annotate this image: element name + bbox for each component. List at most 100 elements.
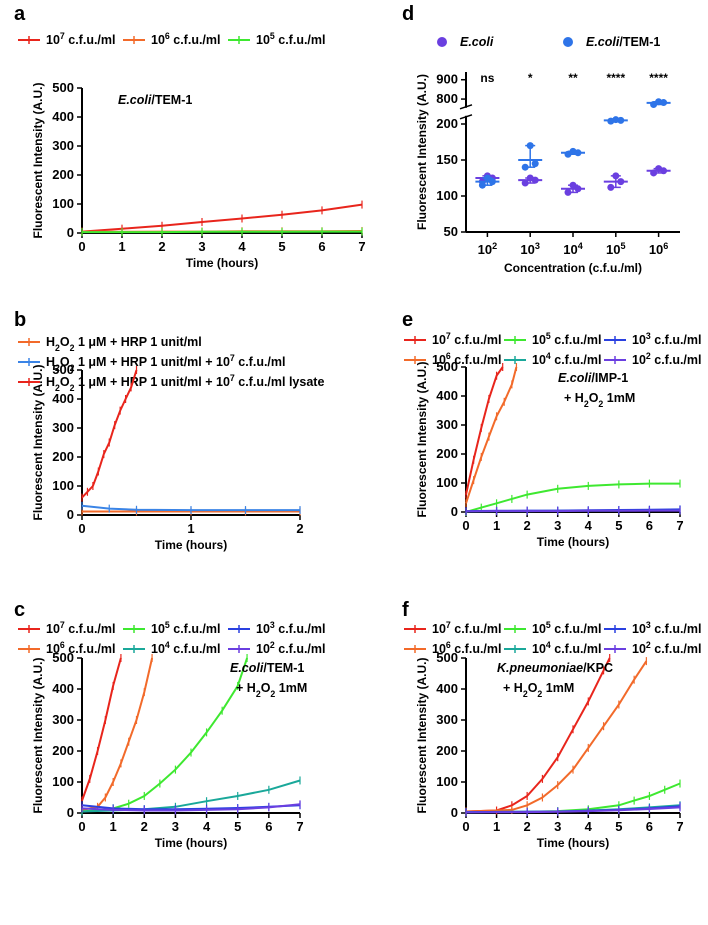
x-axis-label: Concentration (c.f.u./ml) — [504, 261, 642, 275]
y-tick-label: 200 — [52, 449, 74, 464]
y-tick-label: 150 — [436, 152, 458, 167]
legend-label: 105 c.f.u./ml — [532, 620, 601, 636]
y-tick-label: 0 — [67, 225, 74, 240]
y-tick-label: 100 — [52, 478, 74, 493]
x-tick-label: 2 — [141, 819, 148, 834]
y-tick-label: 800 — [436, 91, 458, 106]
series-line — [81, 203, 363, 233]
series-line — [81, 504, 300, 512]
y-tick-label: 200 — [436, 116, 458, 131]
x-tick-label: 2 — [524, 518, 531, 533]
y-tick-label: 300 — [436, 417, 458, 432]
legend-label: 104 c.f.u./ml — [532, 351, 601, 367]
y-tick-label: 100 — [52, 196, 74, 211]
y-tick-label: 200 — [52, 743, 74, 758]
data-point — [564, 188, 572, 196]
legend-label: 105 c.f.u./ml — [532, 331, 601, 347]
legend-item: E.coli/TEM-1 — [563, 35, 660, 49]
x-axis-label: Time (hours) — [155, 836, 227, 850]
strain-annotation: E.coli/IMP-1 — [558, 371, 628, 385]
legend-label: 103 c.f.u./ml — [632, 331, 701, 347]
series-line — [81, 369, 138, 499]
x-tick-label: 4 — [238, 239, 246, 254]
x-tick-label: 0 — [78, 521, 85, 536]
y-axis-label: Fluorescent Intensity (A.U.) — [31, 82, 45, 238]
y-tick-label: 500 — [436, 359, 458, 374]
legend-item: 105 c.f.u./ml — [504, 620, 601, 636]
data-point — [526, 142, 534, 150]
series-line — [82, 230, 362, 234]
x-tick-label: 103 — [520, 241, 540, 257]
legend-item: 105 c.f.u./ml — [228, 31, 325, 47]
significance-label: ** — [568, 71, 578, 85]
x-tick-label: 2 — [524, 819, 531, 834]
axes-e: 0 100 200 300 400 500 0 1 2 3 4 5 6 7 — [436, 359, 683, 533]
data-series — [465, 654, 681, 817]
legend-item: 104 c.f.u./ml — [504, 640, 601, 656]
axes-d: 50 100 150 200 800 900 102 ns 103 * 104 ** 105 **** 10… — [436, 71, 680, 257]
legend-item: 103 c.f.u./ml — [228, 620, 325, 636]
y-axis-label: Fluorescent Intensity (A.U.) — [31, 364, 45, 520]
panel-d: d E.coli E.coli/TEM-1 50 100 150 200 800 900 102 n… — [402, 3, 680, 275]
legend-item: 107 c.f.u./ml — [404, 331, 501, 347]
y-tick-label: 0 — [451, 805, 458, 820]
legend-item: H2O2 1 μM + HRP 1 unit/ml + 107 c.f.u./m… — [18, 353, 285, 373]
x-tick-label: 0 — [462, 518, 469, 533]
series-line — [465, 482, 680, 513]
strain-annotation: K.pneumoniae/KPC — [497, 661, 613, 675]
y-tick-label: 400 — [52, 109, 74, 124]
data-point — [660, 99, 668, 107]
x-tick-label: 7 — [358, 239, 365, 254]
x-tick-label: 2 — [296, 521, 303, 536]
legend-label: 107 c.f.u./ml — [432, 331, 501, 347]
x-tick-label: 7 — [676, 819, 683, 834]
legend-item: E.coli — [437, 35, 494, 49]
x-tick-label: 6 — [318, 239, 325, 254]
significance-label: **** — [606, 71, 625, 85]
x-tick-label: 1 — [493, 518, 500, 533]
legend-label: 103 c.f.u./ml — [256, 620, 325, 636]
legend-label: 105 c.f.u./ml — [256, 31, 325, 47]
y-axis-label: Fluorescent Intensity (A.U.) — [415, 74, 429, 230]
legend-item: 105 c.f.u./ml — [123, 620, 220, 636]
legend-label: 107 c.f.u./ml — [432, 620, 501, 636]
legend-label: 102 c.f.u./ml — [256, 640, 325, 656]
panel-label-c: c — [14, 599, 25, 621]
x-tick-label: 5 — [278, 239, 285, 254]
x-tick-label: 4 — [585, 819, 593, 834]
legend-marker — [437, 37, 447, 47]
strain-annotation: E.coli/TEM-1 — [118, 93, 192, 107]
y-tick-label: 400 — [52, 681, 74, 696]
y-axis-label: Fluorescent Intensity (A.U.) — [31, 657, 45, 813]
legend-label: 107 c.f.u./ml — [46, 31, 115, 47]
legend-label: H2O2 1 μM + HRP 1 unit/ml + 107 c.f.u./m… — [46, 353, 285, 373]
y-tick-label: 200 — [436, 743, 458, 758]
data-marks — [475, 98, 671, 196]
panel-label-b: b — [14, 309, 26, 331]
y-tick-label: 500 — [52, 80, 74, 95]
legend-a: 107 c.f.u./ml 106 c.f.u./ml 105 c.f.u./ml — [18, 31, 325, 47]
y-tick-label: 500 — [52, 362, 74, 377]
x-tick-label: 105 — [606, 241, 626, 257]
y-tick-label: 100 — [52, 774, 74, 789]
series-line — [465, 366, 504, 495]
y-tick-label: 400 — [436, 681, 458, 696]
treatment-annotation: + H2O2 1mM — [564, 391, 635, 409]
legend-item: 102 c.f.u./ml — [228, 640, 325, 656]
legend-item: 103 c.f.u./ml — [604, 331, 701, 347]
legend-label: 104 c.f.u./ml — [151, 640, 220, 656]
x-axis-label: Time (hours) — [537, 836, 609, 850]
panel-label-e: e — [402, 309, 413, 331]
axis-break-mark — [459, 104, 473, 110]
data-point — [569, 181, 577, 189]
data-point — [531, 176, 539, 184]
axes-a: 0 100 200 300 400 500 0 1 2 3 4 5 6 7 — [52, 80, 365, 254]
x-axis-label: Time (hours) — [186, 256, 258, 270]
x-tick-label: 7 — [676, 518, 683, 533]
data-series — [81, 366, 301, 516]
legend-item: 107 c.f.u./ml — [18, 620, 115, 636]
legend-item: H2O2 1 μM + HRP 1 unit/ml — [18, 335, 202, 353]
x-axis-label: Time (hours) — [155, 538, 227, 552]
y-tick-label: 300 — [52, 712, 74, 727]
